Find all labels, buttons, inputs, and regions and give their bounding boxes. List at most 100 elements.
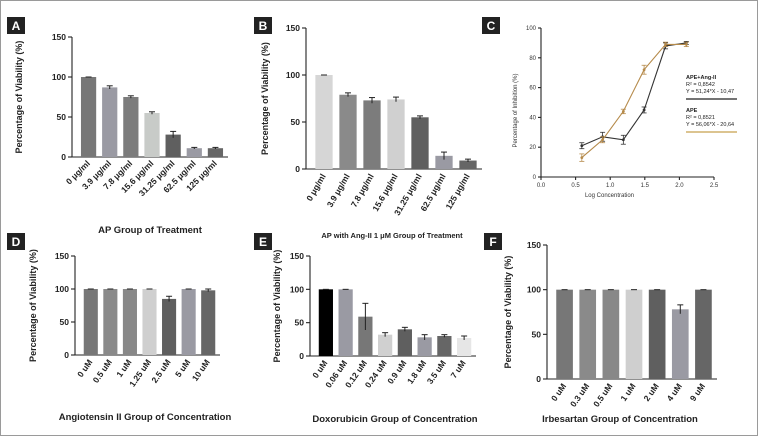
x-tick-label: 3.9 μg/ml <box>325 172 352 209</box>
y-axis-label: Percentage of Inhibition (%) <box>513 73 519 147</box>
bar <box>363 100 381 169</box>
panel-label-d: D <box>7 233 25 250</box>
x-tick-label: 0 uM <box>75 357 94 379</box>
x-tick-label: 0.5 uM <box>591 381 614 408</box>
panel-label-a: A <box>7 17 25 34</box>
bar <box>80 77 97 157</box>
y-tick-label: 100 <box>526 26 537 32</box>
y-tick-label: 0 <box>295 164 300 174</box>
x-tick-label: 125 μg/ml <box>443 172 471 211</box>
x-tick-label: 2 uM <box>641 381 660 403</box>
y-tick-label: 0 <box>61 152 66 162</box>
x-tick-label: 0.0 <box>537 183 546 189</box>
data-point <box>621 138 625 142</box>
bar <box>186 148 202 157</box>
x-tick-label: 1.0 <box>606 183 615 189</box>
panel-label-box <box>482 17 500 34</box>
x-axis-label: Irbesartan Group of Concentration <box>542 414 698 425</box>
y-tick-label: 80 <box>529 56 536 62</box>
y-tick-label: 100 <box>55 284 69 294</box>
bar <box>123 97 139 157</box>
data-point <box>601 138 604 142</box>
panel-label-text: A <box>12 19 21 33</box>
bar <box>207 148 224 157</box>
x-tick-label: 5 uM <box>173 357 192 379</box>
series-line <box>581 42 687 147</box>
panel-label-text: D <box>12 235 21 249</box>
x-tick-label: 10 uM <box>190 357 212 382</box>
y-tick-label: 150 <box>55 251 69 261</box>
panel-label-text: C <box>487 19 496 33</box>
bar <box>435 155 453 169</box>
bar <box>83 289 98 355</box>
x-tick-label: 0.9 uM <box>385 358 408 385</box>
bar <box>144 113 160 157</box>
x-tick-label: 1.5 <box>641 183 650 189</box>
bar <box>648 289 666 379</box>
x-tick-label: 4 uM <box>665 381 684 403</box>
legend-r2: R² = 0,8521 <box>686 115 715 121</box>
y-tick-label: 0 <box>533 175 537 181</box>
y-tick-label: 0 <box>64 350 69 360</box>
x-tick-label: 7 uM <box>448 358 467 380</box>
panel-label-e: E <box>254 233 272 250</box>
bar <box>671 309 689 379</box>
y-tick-label: 100 <box>52 72 66 82</box>
x-tick-label: 7.8 μg/ml <box>349 172 376 209</box>
chart-c: 0 20 40 60 80 100 0.0 0.5 1.0 1.5 2.0 2.5 Log Concen… <box>513 26 737 199</box>
bar <box>579 289 597 379</box>
bar <box>397 329 412 356</box>
data-point <box>664 42 667 46</box>
x-tick-label: 2.5 uM <box>149 357 172 384</box>
x-tick-label: 9 uM <box>688 381 707 403</box>
bar <box>457 338 472 356</box>
data-point <box>580 156 584 160</box>
panel-label-box <box>7 17 25 34</box>
y-tick-label: 60 <box>529 86 536 92</box>
x-tick-label: 0.3 uM <box>568 381 591 408</box>
bar <box>387 99 405 169</box>
chart-f: 0 50 100 150 0 uM 0.3 uM 0.5 uM 1 uM 2 uM 4 uM 9 u… <box>503 240 717 425</box>
bar <box>318 289 333 356</box>
x-tick-label: 2.0 <box>675 183 684 189</box>
panel-label-box <box>7 233 25 250</box>
legend-r2: R² = 0,8542 <box>686 82 715 88</box>
y-tick-label: 0 <box>536 374 541 384</box>
x-tick-label: 0.5 <box>571 183 580 189</box>
panel-label-text: B <box>259 19 268 33</box>
panel-label-box <box>254 233 272 250</box>
y-tick-label: 150 <box>527 240 541 250</box>
y-tick-label: 50 <box>291 117 301 127</box>
panel-label-f: F <box>484 233 502 250</box>
y-tick-label: 50 <box>532 329 542 339</box>
x-axis-label: Log Concentration <box>585 193 634 199</box>
y-tick-label: 50 <box>57 112 67 122</box>
bar <box>162 298 177 355</box>
series-line <box>581 43 687 159</box>
panel-label-text: E <box>259 235 267 249</box>
y-axis-label: Percentage of Viability (%) <box>14 41 24 154</box>
y-axis-label: Percentage of Viability (%) <box>28 249 38 362</box>
bar <box>165 134 181 157</box>
y-tick-label: 100 <box>527 285 541 295</box>
data-point <box>621 110 625 113</box>
bar <box>103 289 118 355</box>
y-tick-label: 50 <box>295 318 305 328</box>
x-tick-label: 1 uM <box>618 381 637 403</box>
bar <box>625 289 643 379</box>
x-tick-label: 2.5 <box>710 183 719 189</box>
panel-label-c: C <box>482 17 500 34</box>
bar <box>358 316 373 356</box>
x-tick-label: 0.5 uM <box>91 357 114 384</box>
bar <box>459 160 477 169</box>
x-tick-label: 0 μg/ml <box>304 172 328 203</box>
legend-name: APE+Ang-II <box>686 75 717 81</box>
bar <box>201 290 216 355</box>
bar <box>695 289 712 379</box>
data-point <box>642 108 646 112</box>
